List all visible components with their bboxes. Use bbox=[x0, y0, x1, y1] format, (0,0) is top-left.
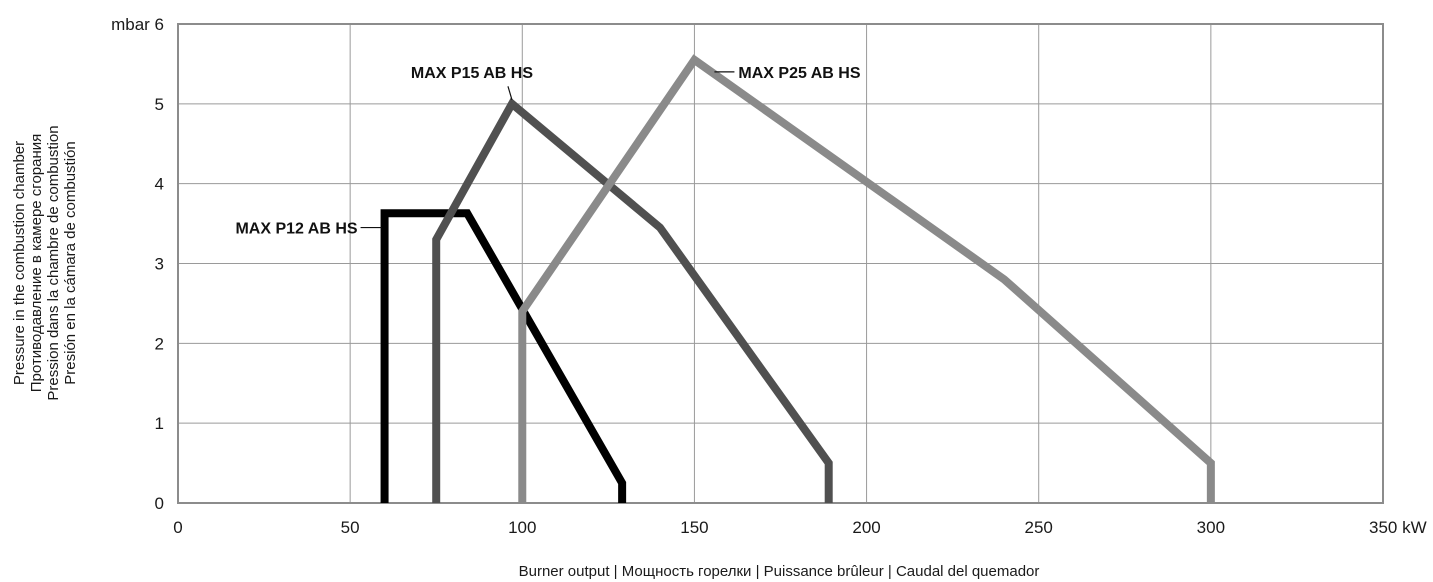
series-line-max-p25-ab-hs bbox=[518, 54, 1215, 503]
x-tick-label: 0 bbox=[173, 518, 182, 537]
label-leader bbox=[507, 86, 513, 101]
x-tick-label: 200 bbox=[852, 518, 880, 537]
y-tick-label: 1 bbox=[155, 414, 164, 433]
x-tick-label: 100 bbox=[508, 518, 536, 537]
x-tick-label: 250 bbox=[1025, 518, 1053, 537]
y-tick-label: mbar 6 bbox=[111, 15, 164, 34]
y-tick-label: 4 bbox=[155, 175, 164, 194]
y-axis-title-line-4: Presión en la cámara de combustión bbox=[62, 141, 79, 384]
series-label-max-p15-ab-hs: MAX P15 AB HS bbox=[411, 65, 533, 82]
x-axis-title: Burner output | Мощность горелки | Puiss… bbox=[519, 563, 1040, 580]
plot-frame bbox=[177, 23, 1384, 504]
x-axis-ticks: 0 50 100 150 200 250 300 350 kW bbox=[173, 518, 1426, 537]
x-tick-label: 50 bbox=[341, 518, 360, 537]
y-axis-title-line-1: Pressure in the combustion chamber bbox=[11, 141, 28, 385]
x-tick-label: 300 bbox=[1197, 518, 1225, 537]
y-tick-label: 0 bbox=[155, 494, 164, 513]
y-axis-title: Pressure in the combustion chamber Проти… bbox=[11, 125, 79, 400]
chart-grid bbox=[178, 24, 1383, 503]
chart-series bbox=[380, 54, 1215, 503]
series-line-max-p12-ab-hs bbox=[380, 209, 627, 503]
y-axis-title-line-2: Противодавление в камере сгорания bbox=[28, 134, 45, 393]
y-tick-label: 2 bbox=[155, 334, 164, 353]
y-tick-label: 3 bbox=[155, 255, 164, 274]
series-line-max-p15-ab-hs bbox=[432, 97, 833, 503]
x-tick-label: 150 bbox=[680, 518, 708, 537]
series-labels: MAX P12 AB HS MAX P15 AB HS MAX P25 AB HS bbox=[235, 65, 860, 238]
series-label-max-p25-ab-hs: MAX P25 AB HS bbox=[738, 65, 860, 82]
x-tick-label: 350 kW bbox=[1369, 518, 1427, 537]
y-tick-label: 5 bbox=[155, 95, 164, 114]
y-axis-title-line-3: Pression dans la chambre de combustion bbox=[45, 125, 62, 400]
y-axis-ticks: 0 1 2 3 4 5 mbar 6 bbox=[111, 15, 164, 513]
series-label-max-p12-ab-hs: MAX P12 AB HS bbox=[235, 221, 357, 238]
